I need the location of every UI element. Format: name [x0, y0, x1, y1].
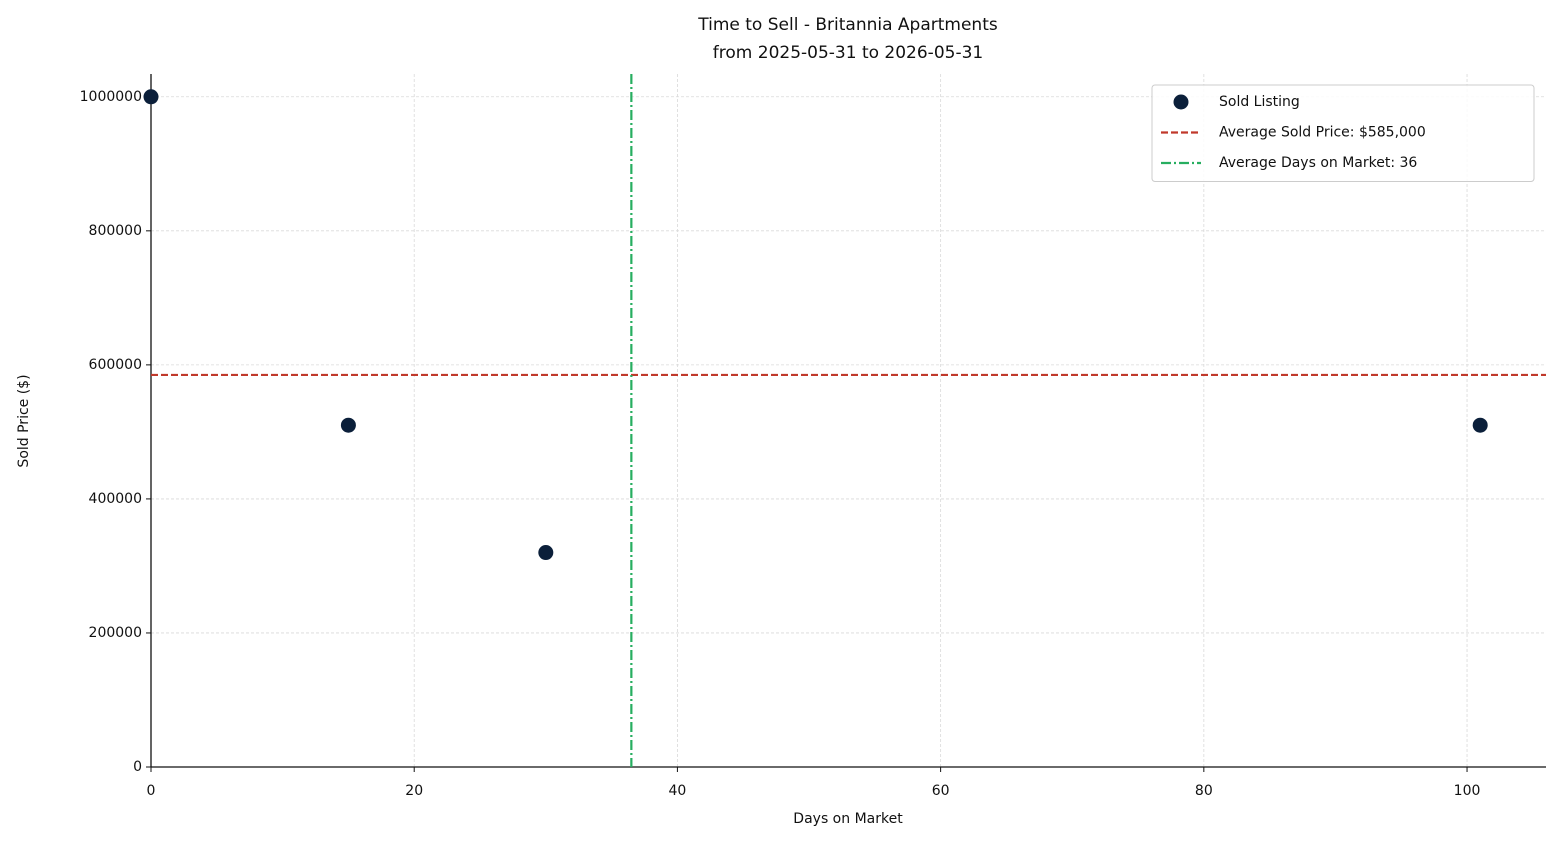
- x-axis-label: Days on Market: [793, 811, 903, 827]
- y-tick-label: 600000: [89, 357, 142, 373]
- scatter-point: [143, 89, 159, 105]
- x-tick-label: 40: [669, 783, 687, 799]
- scatter-point: [1472, 417, 1488, 433]
- x-tick-label: 20: [405, 783, 423, 799]
- y-tick-label: 200000: [89, 625, 142, 641]
- x-tick-label: 100: [1454, 783, 1481, 799]
- chart-subtitle: from 2025-05-31 to 2026-05-31: [713, 43, 983, 63]
- x-tick-label: 80: [1195, 783, 1213, 799]
- y-tick-label: 400000: [89, 491, 142, 507]
- y-axis-label: Sold Price ($): [16, 374, 32, 467]
- y-tick-label: 0: [133, 759, 142, 775]
- scatter-point: [538, 545, 554, 561]
- legend-marker: [1173, 94, 1189, 110]
- chart-title: Time to Sell - Britannia Apartments: [697, 15, 998, 35]
- legend-box: [1151, 84, 1535, 182]
- x-tick-label: 0: [147, 783, 156, 799]
- legend-label: Sold Listing: [1219, 94, 1300, 110]
- legend-label: Average Sold Price: $585,000: [1219, 125, 1426, 141]
- scatter-point: [340, 417, 356, 433]
- x-tick-label: 60: [932, 783, 950, 799]
- y-tick-label: 800000: [89, 223, 142, 239]
- y-tick-label: 1000000: [80, 89, 142, 105]
- legend-label: Average Days on Market: 36: [1219, 155, 1417, 171]
